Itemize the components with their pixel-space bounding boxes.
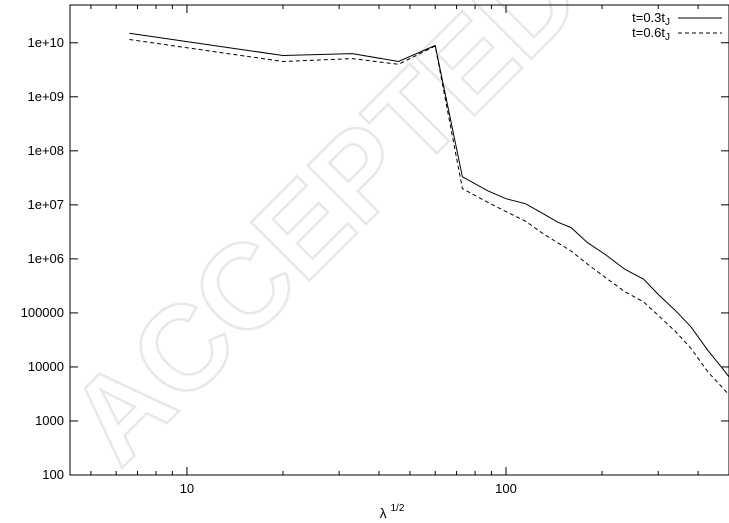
x-axis-label-exponent: 1/2 — [390, 503, 404, 514]
y-tick-label-8: 1e+10 — [27, 35, 64, 50]
legend-label-1: t=0.6tJ — [632, 25, 670, 43]
x-axis-label: λ 1/2 — [380, 503, 405, 521]
y-axis: 100 1000 10000 100000 1e+06 1e+07 1e+08 1e+09 1e… — [21, 35, 729, 482]
plot-frame — [69, 4, 729, 476]
y-tick-label-7: 1e+09 — [27, 89, 64, 104]
legend-label-base-1: t=0.6t — [632, 25, 665, 40]
y-tick-label-0: 100 — [42, 467, 64, 482]
series-line-0 — [129, 32, 729, 378]
legend-label-sub-1: J — [665, 32, 670, 43]
legend-label-0: t=0.3tJ — [632, 10, 670, 28]
y-tick-label-1: 1000 — [35, 413, 64, 428]
plot-frame-group — [69, 4, 729, 476]
y-tick-label-2: 10000 — [28, 359, 64, 374]
series-layer — [129, 32, 729, 396]
legend-label-base-0: t=0.3t — [632, 10, 665, 25]
x-axis-label-base: λ — [380, 505, 387, 521]
y-tick-label-4: 1e+06 — [27, 251, 64, 266]
y-tick-label-3: 100000 — [21, 305, 64, 320]
x-axis: 10 100 — [90, 5, 729, 496]
series-line-1 — [129, 39, 729, 396]
watermark: ACCEPTED MANUSCRIPT — [44, 0, 729, 488]
legend-label-sub-0: J — [665, 17, 670, 28]
y-tick-label-6: 1e+08 — [27, 143, 64, 158]
x-tick-label-0: 10 — [180, 481, 194, 496]
x-tick-label-1: 100 — [495, 481, 517, 496]
y-tick-label-5: 1e+07 — [27, 197, 64, 212]
